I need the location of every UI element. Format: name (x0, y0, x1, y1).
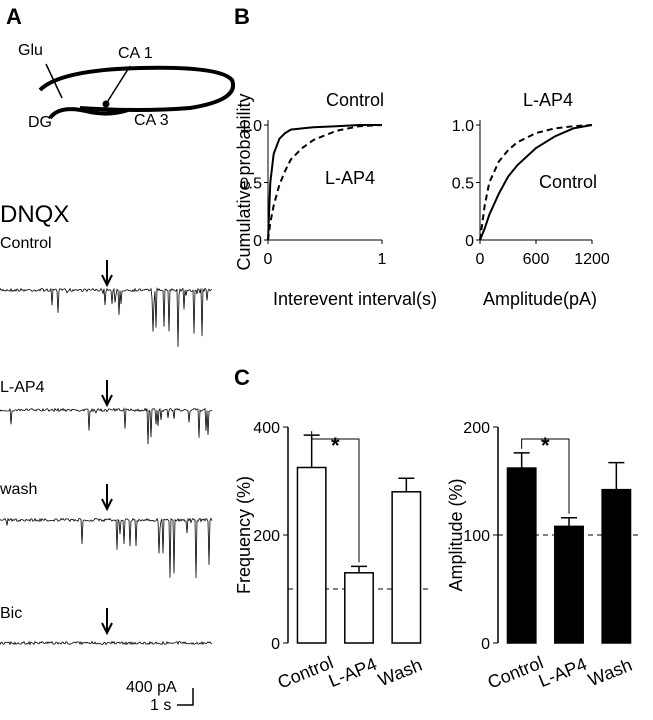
condition-label: Bic (0, 605, 22, 622)
y-tick-label: 1.0 (452, 118, 474, 135)
condition-label: Control (0, 235, 52, 252)
trace (0, 406, 213, 445)
arrow (101, 380, 113, 408)
x-tick-label: L-AP4 (536, 654, 590, 691)
x-tick-label: L-AP4 (326, 654, 380, 691)
y-axis-label: Cumulative probability (234, 93, 254, 270)
panel-label: C (234, 365, 250, 390)
error-bar (303, 434, 320, 468)
bar (554, 525, 584, 644)
significance-bracket (521, 438, 570, 514)
x-axis-label: Interevent interval(s) (273, 289, 437, 309)
trace (0, 287, 213, 347)
error-bar (608, 461, 625, 490)
x-axis-label: Amplitude(pA) (483, 289, 597, 309)
series-line (479, 124, 593, 241)
condition-label: L-AP4 (0, 379, 45, 396)
significance-bracket (311, 431, 360, 563)
bar (601, 488, 632, 644)
y-tick-label: 0.5 (240, 176, 262, 193)
x-tick-label: 0 (476, 251, 485, 268)
trace (0, 640, 213, 646)
significance-label: * (541, 433, 550, 458)
x-tick-label: Wash (585, 655, 635, 691)
series-label: L-AP4 (325, 168, 375, 188)
trace (0, 517, 213, 579)
y-axis-label: Amplitude (%) (446, 478, 466, 591)
diagram-label: CA 3 (134, 112, 169, 129)
series-label: Control (539, 172, 597, 192)
error-bar (513, 452, 530, 469)
diagram-label: CA 1 (118, 45, 153, 62)
traces (0, 260, 213, 646)
y-axis-label: Frequency (%) (234, 476, 254, 594)
diagram-label: Glu (18, 42, 43, 59)
scale-bar (177, 688, 194, 706)
error-bar (398, 477, 415, 492)
condition-label: wash (0, 481, 37, 498)
bar (296, 466, 327, 644)
panel-label: B (234, 4, 250, 29)
scale-label: 1 s (150, 697, 171, 714)
y-tick-label: 0.5 (452, 176, 474, 193)
error-bar (351, 565, 367, 573)
x-tick-label: 1200 (574, 251, 610, 268)
y-tick-label: 0 (253, 233, 262, 250)
y-tick-label: 200 (253, 528, 280, 545)
hippocampus-diagram (38, 63, 236, 120)
series-line (479, 124, 593, 241)
arrow (101, 608, 113, 636)
y-tick-label: 100 (463, 528, 490, 545)
arrow (101, 260, 113, 288)
y-tick-label: 1.0 (240, 118, 262, 135)
y-tick-label: 200 (463, 420, 490, 437)
bar (344, 572, 374, 644)
series-line (267, 124, 382, 241)
diagram-label: DG (28, 114, 52, 131)
series-label: Control (326, 90, 384, 110)
x-tick-label: 600 (523, 251, 550, 268)
series-line (267, 124, 383, 241)
scale-label: 400 pA (126, 679, 177, 696)
y-tick-label: 0 (465, 233, 474, 250)
bar (391, 491, 422, 644)
x-tick-label: Wash (375, 655, 425, 691)
bar (506, 467, 537, 644)
error-bar (561, 516, 577, 527)
x-tick-label: 1 (378, 251, 387, 268)
significance-label: * (331, 433, 340, 458)
panel-label: A (6, 4, 22, 29)
drug-label: DNQX (0, 201, 69, 228)
y-tick-label: 0 (481, 636, 490, 653)
series-label: L-AP4 (523, 90, 573, 110)
y-tick-label: 400 (253, 420, 280, 437)
arrow (101, 484, 113, 512)
y-tick-label: 0 (271, 636, 280, 653)
x-tick-label: 0 (264, 251, 273, 268)
